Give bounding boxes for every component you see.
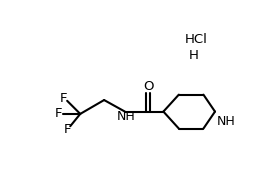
Text: O: O bbox=[143, 80, 153, 94]
Text: F: F bbox=[60, 92, 67, 105]
Text: NH: NH bbox=[217, 115, 235, 128]
Text: HCl: HCl bbox=[184, 33, 207, 46]
Text: NH: NH bbox=[116, 110, 135, 123]
Text: F: F bbox=[63, 123, 71, 136]
Text: F: F bbox=[55, 107, 62, 120]
Text: H: H bbox=[189, 49, 198, 62]
